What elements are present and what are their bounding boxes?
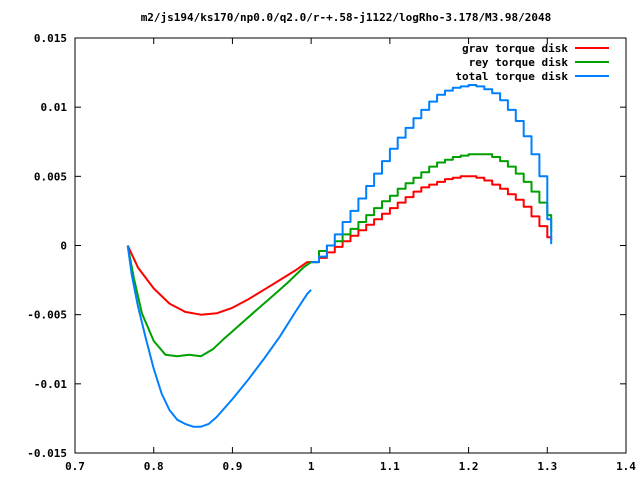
legend-label: grav torque disk xyxy=(462,42,568,55)
chart-title: m2/js194/ks170/np0.0/q2.0/r-+.58-j1122/l… xyxy=(141,11,552,24)
y-tick-label: 0.015 xyxy=(34,32,67,45)
series-line-total-torque-disk-4 xyxy=(126,245,312,428)
x-tick-label: 1.2 xyxy=(459,460,479,473)
x-tick-label: 0.9 xyxy=(222,460,242,473)
x-tick-label: 0.7 xyxy=(65,460,85,473)
x-tick-label: 1.4 xyxy=(616,460,636,473)
y-axis: -0.015 -0.01 -0.005 0 0.005 0.01 0.015 xyxy=(27,32,626,460)
x-tick-label: 1.3 xyxy=(537,460,557,473)
x-tick-label: 1 xyxy=(308,460,315,473)
series-line-grav-torque-disk-1 xyxy=(311,175,553,264)
y-tick-label: 0.01 xyxy=(41,101,68,114)
y-tick-label: -0.005 xyxy=(27,309,67,322)
x-axis: 0.7 0.8 0.9 1 1.1 1.2 1.3 1.4 xyxy=(65,38,636,473)
x-tick-label: 0.8 xyxy=(144,460,164,473)
y-tick-label: 0.005 xyxy=(34,170,67,183)
y-tick-label: -0.015 xyxy=(27,447,67,460)
plot-frame xyxy=(74,37,627,454)
series-line-rey-torque-disk-2 xyxy=(126,245,312,358)
legend-label: rey torque disk xyxy=(469,56,569,69)
series-line-total-torque-disk-5 xyxy=(311,84,553,264)
y-tick-label: -0.01 xyxy=(34,378,67,391)
y-tick-label: 0 xyxy=(60,240,67,253)
series-line-rey-torque-disk-3 xyxy=(311,153,553,264)
legend-label: total torque disk xyxy=(455,70,568,83)
x-tick-label: 1.1 xyxy=(380,460,400,473)
series-line-grav-torque-disk-0 xyxy=(126,245,312,316)
series-group xyxy=(126,84,553,428)
